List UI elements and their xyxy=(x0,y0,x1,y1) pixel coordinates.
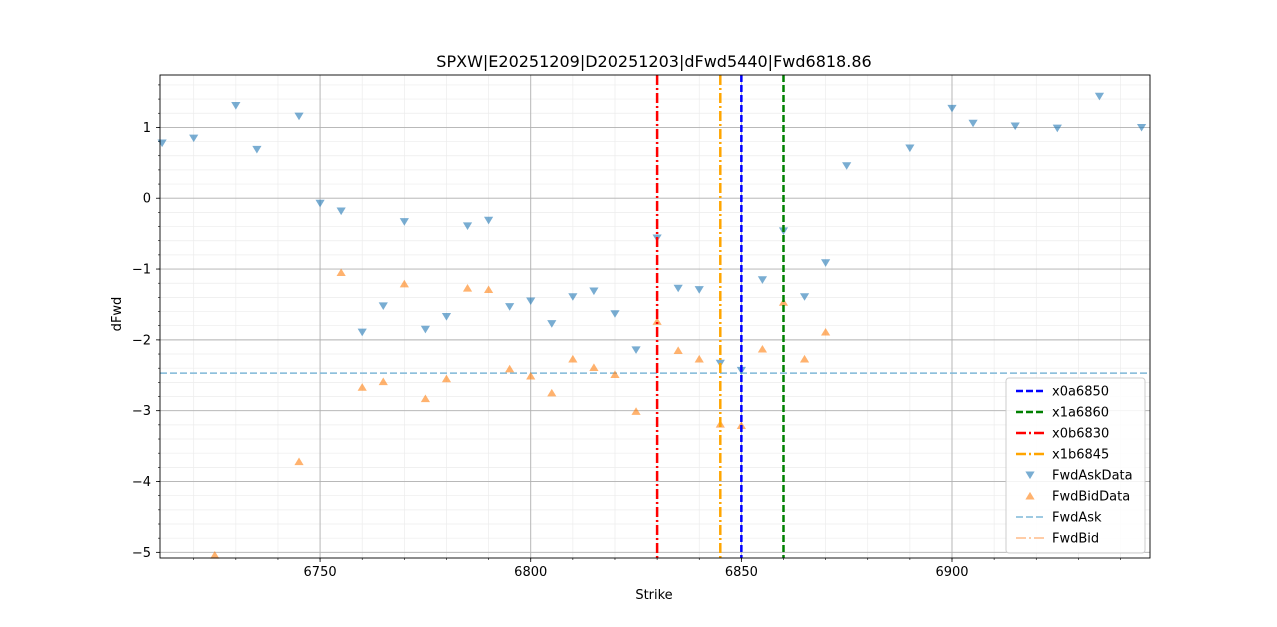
legend-marker-fwdbiddata xyxy=(1025,491,1035,500)
point-fwdbiddata xyxy=(631,407,641,415)
x-tick-label: 6750 xyxy=(304,565,337,580)
y-tick-label: 1 xyxy=(143,121,151,136)
legend-box xyxy=(1005,377,1146,554)
point-fwdaskdata xyxy=(462,222,473,230)
legend-label-fwdbid: FwdBid xyxy=(1052,532,1099,547)
y-tick-label: −2 xyxy=(132,333,151,348)
point-fwdaskdata xyxy=(905,144,915,153)
point-fwdaskdata xyxy=(631,346,641,354)
point-fwdbiddata xyxy=(547,388,557,397)
x-tick-label: 6850 xyxy=(725,565,758,580)
point-fwdaskdata xyxy=(799,293,810,301)
point-fwdaskdata xyxy=(315,199,325,208)
point-fwdaskdata xyxy=(252,145,262,154)
legend-marker-fwdaskdata xyxy=(1025,471,1035,480)
point-fwdaskdata xyxy=(1052,124,1062,133)
y-tick-label: −3 xyxy=(132,404,151,419)
legend-label-x1b6845: x1b6845 xyxy=(1052,448,1109,463)
legend-label-x0a6850: x0a6850 xyxy=(1052,385,1109,400)
y-tick-label: −5 xyxy=(132,546,151,561)
x-tick-label: 6800 xyxy=(514,565,547,580)
point-fwdbiddata xyxy=(694,354,704,363)
plot-area: 6750 6800 6850 6900 1 0 −1 −2 −3 −4 −5 x0a6850 x1a68… xyxy=(132,74,1151,580)
point-fwdaskdata xyxy=(357,328,367,337)
legend-label-x0b6830: x0b6830 xyxy=(1052,427,1109,442)
point-fwdbiddata xyxy=(399,279,409,288)
legend-label-x1a6860: x1a6860 xyxy=(1052,406,1109,421)
point-fwdaskdata xyxy=(947,104,957,113)
y-axis-label: dFwd xyxy=(110,297,125,332)
point-fwdaskdata xyxy=(694,286,704,294)
axes-frame xyxy=(159,74,1151,559)
point-fwdaskdata xyxy=(420,325,431,334)
point-fwdaskdata xyxy=(231,102,241,110)
point-fwdbiddata xyxy=(483,285,494,294)
point-fwdaskdata xyxy=(441,313,452,321)
point-fwdbiddata xyxy=(420,394,431,403)
point-fwdaskdata xyxy=(378,302,388,311)
point-fwdbiddata xyxy=(757,344,768,353)
chart-title: SPXW|E20251209|D20251203|dFwd5440|Fwd681… xyxy=(436,52,871,71)
point-fwdaskdata xyxy=(483,216,494,225)
point-fwdaskdata xyxy=(189,134,199,143)
point-fwdbiddata xyxy=(378,377,388,386)
legend-label-fwdaskdata: FwdAskData xyxy=(1052,469,1133,484)
point-fwdaskdata xyxy=(1094,92,1105,101)
point-fwdbiddata xyxy=(294,457,304,466)
x-axis-label: Strike xyxy=(635,588,672,603)
point-fwdbiddata xyxy=(210,551,220,559)
point-fwdbiddata xyxy=(652,317,662,325)
point-fwdaskdata xyxy=(610,310,620,318)
point-fwdbiddata xyxy=(799,354,810,363)
point-fwdbiddata xyxy=(505,364,515,373)
point-fwdaskdata xyxy=(1010,122,1020,131)
point-fwdbiddata xyxy=(357,383,367,391)
point-fwdaskdata xyxy=(1136,123,1147,132)
point-fwdaskdata xyxy=(399,218,409,226)
point-fwdaskdata xyxy=(842,162,852,170)
point-fwdaskdata xyxy=(547,320,557,328)
point-fwdaskdata xyxy=(294,112,304,121)
legend-label-fwdask: FwdAsk xyxy=(1052,511,1102,526)
point-fwdaskdata xyxy=(673,284,683,293)
point-fwdbiddata xyxy=(610,370,620,379)
point-fwdaskdata xyxy=(505,303,515,311)
point-fwdaskdata xyxy=(589,287,599,296)
point-fwdaskdata xyxy=(968,119,978,128)
point-fwdaskdata xyxy=(568,293,578,301)
y-tick-label: 0 xyxy=(143,192,151,207)
point-fwdbiddata xyxy=(336,268,346,277)
point-fwdbiddata xyxy=(462,284,473,292)
point-fwdbiddata xyxy=(821,327,831,336)
point-fwdaskdata xyxy=(821,259,831,267)
y-tick-label: −1 xyxy=(132,263,151,278)
point-fwdbiddata xyxy=(526,371,536,380)
point-fwdbiddata xyxy=(441,374,452,383)
point-fwdbiddata xyxy=(673,346,683,354)
point-fwdbiddata xyxy=(589,363,599,371)
point-fwdaskdata xyxy=(757,276,768,284)
legend-label-fwdbiddata: FwdBidData xyxy=(1052,490,1130,505)
point-fwdaskdata xyxy=(526,297,536,306)
point-fwdbiddata xyxy=(568,354,578,363)
y-tick-label: −4 xyxy=(132,475,151,490)
x-tick-label: 6900 xyxy=(935,565,968,580)
point-fwdaskdata xyxy=(336,207,346,216)
